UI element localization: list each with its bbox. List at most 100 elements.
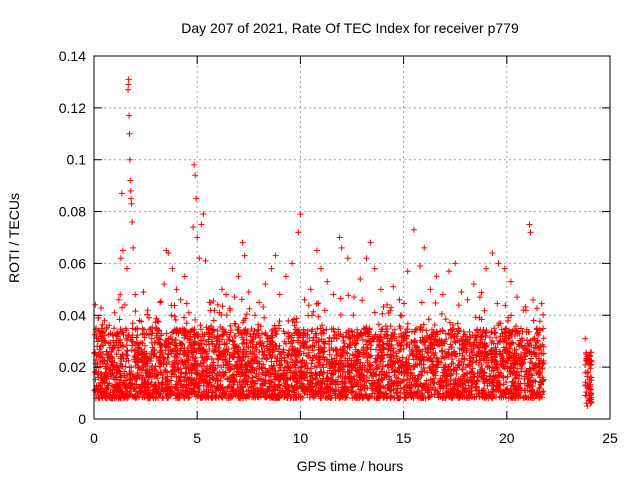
data-point	[249, 343, 256, 350]
data-point	[330, 291, 337, 298]
data-point	[327, 374, 334, 381]
data-point	[109, 357, 116, 364]
y-tick-label: 0.06	[59, 255, 86, 271]
data-point	[405, 365, 412, 372]
data-point	[587, 358, 594, 365]
data-point	[476, 349, 483, 356]
data-point	[167, 346, 174, 353]
data-point	[503, 325, 510, 332]
data-point	[404, 373, 410, 380]
data-point	[216, 338, 223, 345]
data-point	[354, 326, 361, 333]
data-point	[388, 377, 395, 384]
data-point	[493, 334, 500, 341]
data-point	[396, 343, 403, 350]
data-point	[99, 335, 106, 342]
data-point	[314, 325, 321, 332]
data-point	[530, 377, 537, 384]
data-point	[350, 312, 357, 319]
data-point	[115, 296, 122, 303]
data-point	[173, 286, 180, 293]
data-point	[285, 347, 292, 354]
data-point	[469, 368, 476, 375]
data-point	[126, 130, 133, 137]
data-point	[154, 375, 161, 382]
data-point	[279, 349, 286, 356]
data-point	[520, 394, 527, 401]
data-point	[237, 358, 244, 365]
data-point	[290, 346, 297, 353]
data-point	[264, 386, 271, 393]
data-point	[300, 350, 307, 357]
data-point	[588, 377, 595, 384]
data-point	[320, 327, 327, 334]
data-point	[540, 335, 547, 342]
data-point	[241, 252, 248, 259]
data-point	[396, 296, 403, 303]
data-point	[353, 357, 360, 364]
data-point	[379, 358, 386, 365]
data-point	[408, 328, 415, 335]
data-point	[134, 325, 141, 332]
data-point	[178, 357, 185, 364]
data-point	[335, 374, 342, 381]
data-point	[178, 369, 185, 376]
data-point	[473, 357, 480, 364]
data-point	[255, 327, 262, 334]
data-point	[126, 370, 133, 377]
data-point	[192, 369, 199, 376]
data-point	[488, 368, 495, 375]
data-point	[159, 374, 166, 381]
data-point	[269, 326, 276, 333]
data-point	[185, 382, 192, 389]
data-point	[516, 361, 523, 368]
y-tick-label: 0.12	[59, 100, 86, 116]
data-point	[583, 389, 590, 396]
data-point	[237, 330, 244, 337]
data-point	[317, 384, 324, 391]
data-point	[522, 342, 529, 349]
data-point	[214, 355, 221, 362]
data-point	[189, 354, 196, 361]
data-point	[134, 349, 141, 356]
data-point	[522, 347, 529, 354]
data-point	[263, 371, 270, 378]
data-point	[310, 334, 317, 341]
data-point	[119, 329, 126, 336]
data-point	[282, 273, 289, 280]
data-point	[501, 265, 508, 272]
data-point	[95, 314, 102, 321]
y-tick-label: 0	[78, 411, 86, 427]
data-point	[127, 177, 134, 184]
data-point	[450, 321, 456, 328]
data-point	[305, 312, 312, 319]
data-point	[163, 330, 170, 337]
data-point	[289, 351, 296, 358]
data-point	[141, 334, 148, 341]
data-point	[257, 340, 264, 347]
data-point	[343, 329, 350, 336]
data-point	[470, 281, 477, 288]
data-point	[438, 310, 445, 317]
data-point	[479, 393, 486, 400]
data-point	[414, 388, 421, 395]
data-point	[221, 328, 228, 335]
data-point	[483, 329, 490, 336]
data-point	[511, 350, 518, 357]
data-point	[387, 335, 394, 342]
data-point	[450, 367, 457, 374]
data-point	[448, 344, 455, 351]
data-point	[262, 329, 269, 336]
data-point	[335, 386, 342, 393]
data-point	[583, 400, 590, 407]
data-point	[101, 332, 108, 339]
data-point	[367, 369, 374, 376]
data-point	[403, 381, 410, 388]
data-point	[518, 354, 525, 361]
data-point	[227, 376, 234, 383]
data-point	[503, 359, 510, 366]
data-point	[104, 375, 111, 382]
data-point	[157, 369, 164, 376]
data-point	[474, 377, 481, 384]
data-point	[161, 384, 168, 391]
